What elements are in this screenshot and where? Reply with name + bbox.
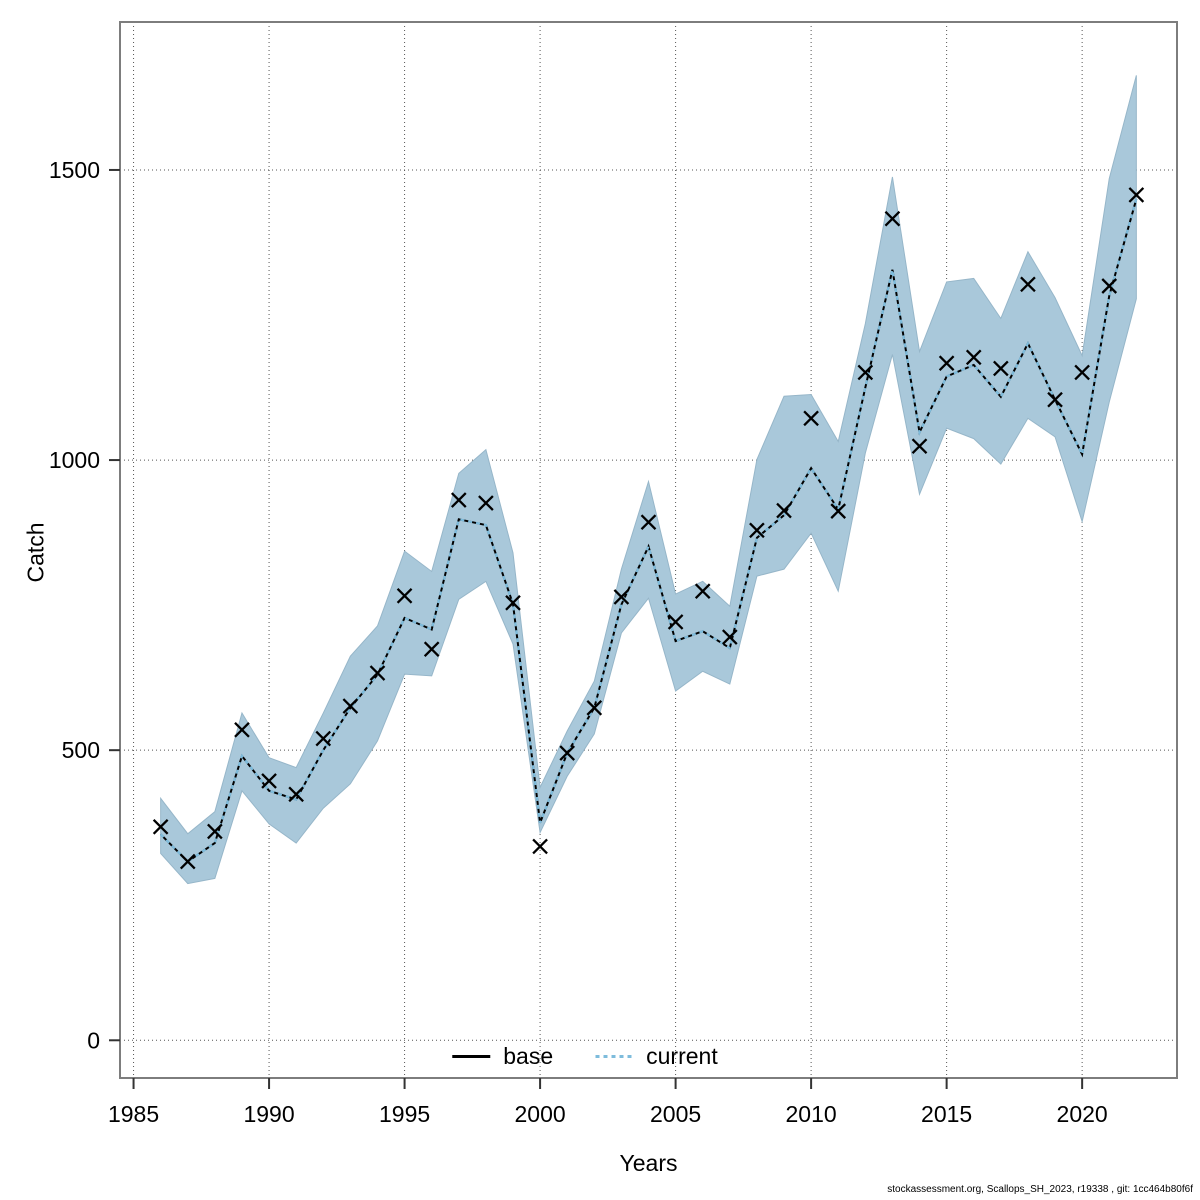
- y-tick-label: 1000: [49, 447, 100, 473]
- observed-catch-marker: [694, 583, 711, 600]
- legend: base current: [452, 1043, 718, 1070]
- observed-catch-marker: [803, 410, 819, 427]
- observed-catch-marker: [261, 773, 277, 789]
- footer-source-text: stockassessment.org, Scallops_SH_2023, r…: [887, 1184, 1193, 1195]
- observed-catch-marker: [1047, 391, 1063, 408]
- observed-catch-marker: [938, 355, 955, 371]
- current-line-swatch: [595, 1055, 634, 1058]
- observed-catch-marker: [1074, 364, 1090, 381]
- observed-catch-marker: [830, 503, 847, 519]
- observed-catch-marker: [640, 514, 657, 530]
- observed-catch-marker: [207, 823, 223, 840]
- x-tick-label: 2010: [786, 1101, 837, 1127]
- base-line-swatch: [452, 1055, 491, 1058]
- observed-catch-marker: [965, 349, 982, 366]
- x-axis-label: Years: [619, 1150, 678, 1176]
- observed-catch-marker: [478, 495, 494, 511]
- observed-catch-marker: [721, 629, 738, 645]
- observed-catch-marker: [288, 786, 304, 803]
- x-tick-label: 2015: [921, 1101, 972, 1127]
- plot-frame: [119, 21, 1178, 1079]
- observed-catch-marker: [993, 360, 1009, 377]
- observed-catch-marker: [152, 818, 169, 835]
- observed-catch-marker: [369, 665, 386, 681]
- observed-catch-marker: [532, 838, 548, 855]
- observed-catch-marker: [586, 700, 603, 716]
- observed-catch-marker: [1020, 276, 1036, 293]
- observed-catch-marker: [1101, 278, 1118, 294]
- observed-catch-marker: [315, 730, 332, 747]
- legend-label-base: base: [503, 1043, 554, 1069]
- y-tick-label: 500: [62, 737, 100, 763]
- x-tick-label: 1990: [243, 1101, 294, 1127]
- observed-catch-marker: [234, 722, 250, 738]
- observed-catch-marker: [613, 589, 630, 605]
- current-line: [159, 198, 1138, 864]
- observed-catch-marker: [749, 522, 765, 539]
- x-tick-label: 2020: [1057, 1101, 1108, 1127]
- observed-catch-marker: [423, 641, 440, 658]
- observed-catch-marker: [1128, 187, 1145, 203]
- observed-catch-marker: [179, 853, 196, 870]
- x-tick-label: 1985: [108, 1101, 159, 1127]
- legend-item-current: current: [595, 1043, 718, 1070]
- observed-catch-marker: [884, 210, 901, 227]
- observed-catch-marker: [342, 698, 359, 714]
- y-tick-label: 1500: [49, 157, 100, 183]
- x-tick-label: 1995: [379, 1101, 430, 1127]
- legend-item-base: base: [452, 1043, 553, 1070]
- observed-catch-marker: [396, 588, 413, 604]
- observed-catch-marker: [559, 745, 576, 761]
- observed-catch-marker: [450, 492, 467, 508]
- observed-catch-marker: [911, 438, 928, 454]
- observed-catch-marker: [667, 614, 684, 630]
- observed-catch-marker: [776, 502, 792, 519]
- x-tick-label: 2005: [650, 1101, 701, 1127]
- y-axis-label: Catch: [22, 522, 49, 583]
- y-tick-label: 0: [87, 1027, 100, 1053]
- legend-label-current: current: [646, 1043, 718, 1069]
- confidence-band: [160, 75, 1137, 885]
- x-tick-label: 2000: [515, 1101, 566, 1127]
- observed-catch-marker: [505, 594, 521, 611]
- observed-catch-marker: [857, 364, 874, 381]
